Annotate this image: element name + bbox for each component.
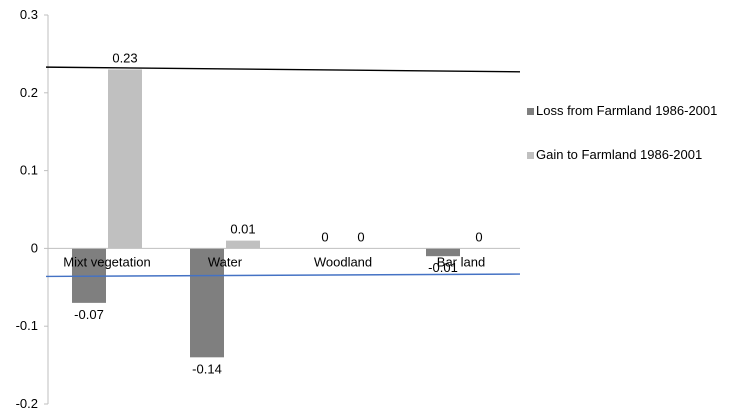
data-label: 0 [321,229,328,244]
legend-swatch-1 [527,152,534,159]
y-tick-label: -0.2 [16,396,38,411]
data-label: 0 [475,229,482,244]
bar-series-0-1 [190,248,224,358]
y-tick-label: 0 [31,240,38,255]
category-label: Bar land [437,254,485,269]
y-tick-label: 0.2 [20,85,38,100]
data-label: -0.01 [428,260,458,275]
category-label: Woodland [314,254,372,269]
data-label: 0 [357,229,364,244]
y-tick-label: 0.1 [20,163,38,178]
trend-line-0 [45,66,521,73]
bar-series-1-0 [108,69,142,249]
legend-label-0: Loss from Farmland 1986-2001 [536,103,717,118]
category-label: Mixt vegetation [63,254,150,269]
bar-series-1-1 [226,240,260,249]
y-tick-label: 0.3 [20,7,38,22]
data-label: 0.23 [112,50,137,65]
bar-series-0-3 [426,248,460,257]
category-label: Water [208,254,243,269]
data-label: -0.14 [192,361,222,376]
data-label: -0.07 [74,307,104,322]
data-label: 0.01 [230,222,255,237]
y-tick-label: -0.1 [16,318,38,333]
legend-swatch-0 [527,108,534,115]
trend-line-1 [45,273,521,278]
legend-label-1: Gain to Farmland 1986-2001 [536,147,702,162]
